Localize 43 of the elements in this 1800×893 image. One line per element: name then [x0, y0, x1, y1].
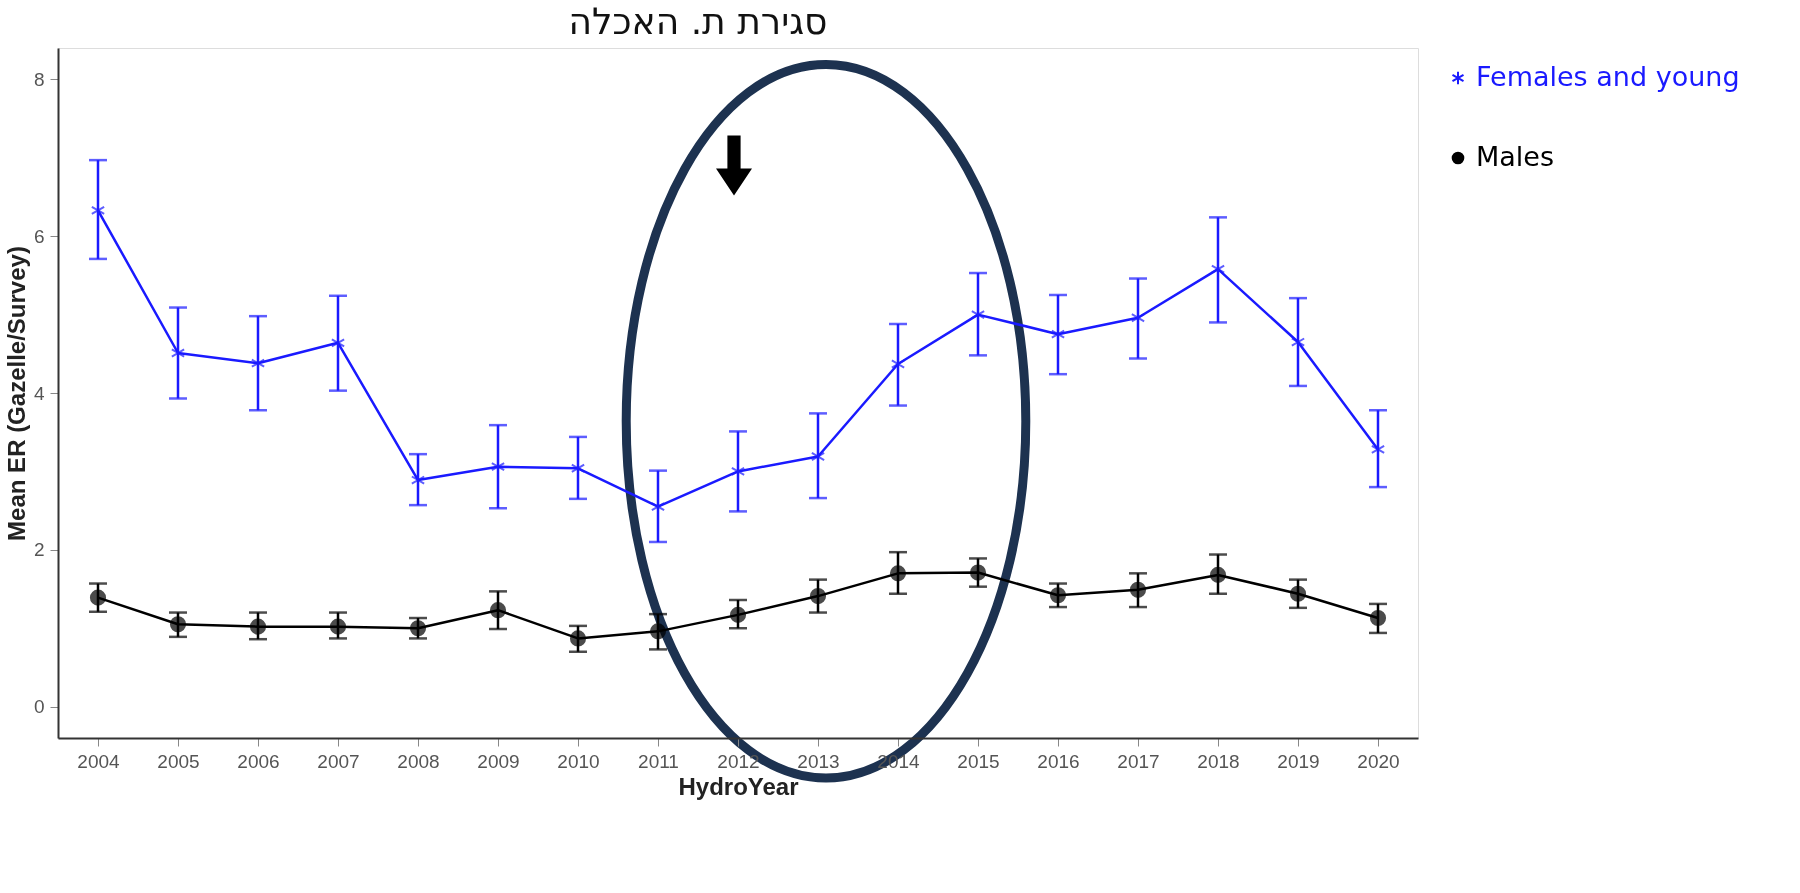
point	[329, 618, 347, 635]
legend-label: Males	[1476, 141, 1555, 172]
legend-label: Females and young	[1476, 61, 1740, 92]
y-tick-label: 6	[33, 225, 45, 247]
point	[729, 606, 747, 623]
x-tick-label: 2004	[77, 750, 121, 772]
y-axis-title: Mean ER (Gazelle/Survey)	[2, 246, 30, 541]
point	[1209, 566, 1227, 583]
x-tick-label: 2006	[237, 750, 280, 772]
point	[1369, 609, 1387, 627]
x-tick-label: 2010	[557, 750, 600, 772]
y-tick-label: 2	[33, 539, 45, 561]
point	[1049, 587, 1067, 604]
x-tick-label: 2015	[957, 750, 1000, 772]
point	[169, 616, 187, 633]
y-tick-label: 8	[33, 68, 45, 90]
x-axis-title: HydroYear	[678, 772, 799, 800]
x-tick-label: 2017	[1117, 750, 1160, 772]
x-tick-label: 2005	[157, 750, 200, 772]
x-tick-label: 2019	[1277, 750, 1320, 772]
point	[1289, 585, 1307, 602]
x-tick-label: 2011	[638, 750, 679, 772]
point	[1129, 581, 1147, 598]
x-tick-label: 2013	[797, 750, 840, 772]
point	[889, 565, 907, 582]
point	[969, 564, 987, 581]
y-tick-label: 0	[33, 696, 45, 718]
x-tick-label: 2009	[477, 750, 520, 772]
x-tick-label: 2018	[1197, 750, 1240, 772]
point	[249, 618, 267, 635]
x-tick-label: 2008	[397, 750, 440, 772]
point	[569, 630, 587, 647]
point	[809, 588, 827, 605]
x-tick-label: 2007	[317, 750, 360, 772]
point	[649, 623, 667, 640]
x-tick-label: 2020	[1357, 750, 1400, 772]
point	[409, 620, 427, 637]
point	[89, 589, 107, 606]
chart-title: סגירת ת. האכלה	[568, 1, 828, 43]
x-tick-label: 2016	[1037, 750, 1080, 772]
y-tick-label: 4	[33, 382, 45, 404]
x-tick-label: 2012	[717, 750, 760, 772]
point	[489, 602, 507, 619]
